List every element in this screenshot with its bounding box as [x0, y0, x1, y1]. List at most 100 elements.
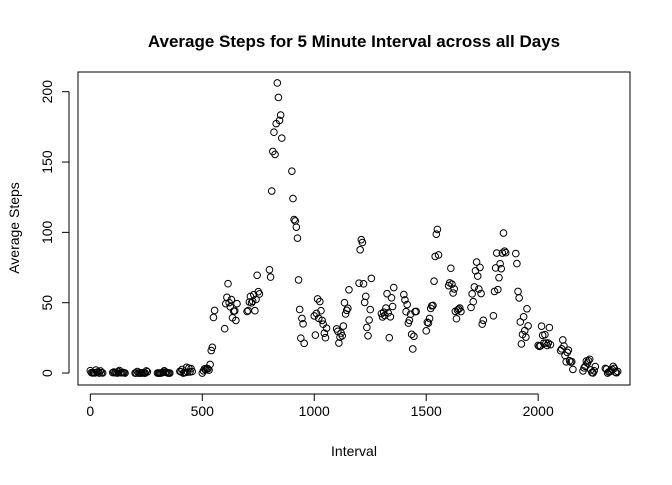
- data-point: [424, 319, 433, 327]
- y-tick-label: 200: [39, 80, 55, 104]
- data-point: [468, 290, 476, 298]
- data-point: [514, 287, 522, 296]
- x-tick-label: 1000: [299, 403, 330, 419]
- data-point: [275, 116, 284, 125]
- data-point: [233, 299, 241, 308]
- data-point: [277, 134, 286, 142]
- data-point: [478, 320, 487, 328]
- data-point: [274, 93, 283, 102]
- data-point: [522, 333, 530, 341]
- data-point: [520, 326, 529, 335]
- data-point: [252, 295, 260, 304]
- data-point: [310, 312, 319, 320]
- data-point: [339, 322, 348, 330]
- data-point: [612, 368, 621, 377]
- data-points: [86, 79, 622, 377]
- data-point: [253, 271, 261, 280]
- data-point: [143, 367, 152, 376]
- data-point: [489, 311, 498, 320]
- data-point: [496, 259, 504, 268]
- data-point: [470, 283, 479, 291]
- data-point: [364, 331, 372, 340]
- data-point: [289, 194, 297, 203]
- y-tick-label: 150: [39, 150, 55, 174]
- data-point: [476, 263, 484, 272]
- data-point: [205, 366, 213, 374]
- data-point: [456, 304, 464, 312]
- data-point: [516, 318, 525, 326]
- plot-frame: [77, 71, 631, 386]
- x-tick-label: 1500: [411, 403, 442, 419]
- data-point: [591, 362, 600, 371]
- data-point: [389, 283, 398, 292]
- x-axis: 0 500 1000 1500 2000: [86, 393, 554, 419]
- data-point: [227, 295, 236, 304]
- data-point: [363, 323, 371, 332]
- data-point: [517, 340, 526, 348]
- data-point: [541, 330, 549, 339]
- data-point: [320, 329, 329, 338]
- data-point: [384, 309, 392, 317]
- data-point: [255, 290, 264, 298]
- data-point: [498, 249, 507, 257]
- data-point: [511, 249, 520, 258]
- x-tick-label: 0: [86, 403, 94, 419]
- data-point: [500, 247, 509, 256]
- data-point: [298, 314, 306, 323]
- data-point: [358, 238, 367, 247]
- data-point: [400, 290, 408, 299]
- y-tick-label: 50: [39, 295, 55, 311]
- data-point: [495, 273, 503, 282]
- data-point: [387, 293, 396, 302]
- data-point: [313, 295, 322, 303]
- data-point: [449, 289, 457, 297]
- data-point: [220, 324, 229, 333]
- data-point: [385, 333, 394, 342]
- data-point: [379, 308, 388, 316]
- data-point: [585, 355, 594, 364]
- data-point: [524, 322, 532, 330]
- data-point: [290, 215, 298, 224]
- data-point: [230, 307, 239, 315]
- data-point: [359, 280, 368, 288]
- data-point: [317, 306, 325, 315]
- data-point: [410, 332, 418, 341]
- data-point: [429, 301, 437, 310]
- data-point: [121, 369, 129, 377]
- data-point: [344, 304, 352, 313]
- data-point: [206, 360, 214, 369]
- data-point: [345, 285, 353, 294]
- data-point: [276, 111, 285, 119]
- data-point: [293, 234, 302, 242]
- data-point: [537, 322, 546, 330]
- data-point: [243, 307, 251, 316]
- data-point: [294, 276, 303, 284]
- data-point: [523, 304, 531, 313]
- data-point: [166, 369, 174, 377]
- data-point: [297, 334, 305, 342]
- data-point: [564, 346, 573, 354]
- data-point: [356, 246, 364, 254]
- data-point: [425, 314, 434, 323]
- data-point: [378, 313, 387, 321]
- data-point: [383, 289, 391, 298]
- data-point: [366, 305, 375, 314]
- data-point: [209, 313, 218, 322]
- y-axis-label: Average Steps: [6, 182, 22, 274]
- data-point: [491, 264, 500, 272]
- data-point: [288, 167, 296, 175]
- data-point: [251, 306, 259, 315]
- data-point: [423, 318, 432, 327]
- data-point: [365, 316, 373, 324]
- data-point: [300, 339, 308, 348]
- chart-title: Average Steps for 5 Minute Interval acro…: [148, 32, 560, 51]
- data-point: [546, 340, 555, 349]
- data-point: [266, 273, 275, 281]
- data-point: [142, 367, 151, 375]
- data-point: [265, 265, 274, 274]
- data-point: [559, 336, 567, 344]
- data-point: [408, 345, 417, 353]
- data-point: [544, 339, 553, 347]
